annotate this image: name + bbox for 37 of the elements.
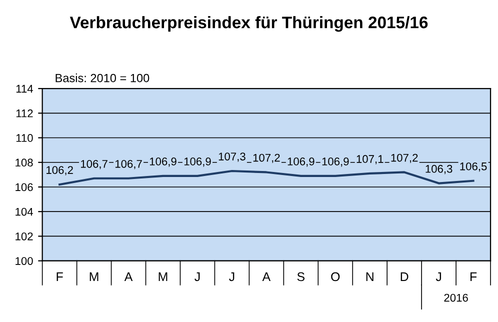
y-tick-label: 104 xyxy=(16,208,33,216)
text: 107,1 xyxy=(356,155,384,164)
chart-title: Verbraucherpreisindex für Thüringen 2015/16 xyxy=(70,16,428,32)
x-tick-label: J xyxy=(194,272,200,282)
text: 107,2 xyxy=(253,154,280,164)
y-tick-label: 102 xyxy=(16,232,33,240)
x-tick-label: M xyxy=(90,272,98,281)
text: Basis: 2010 = 100 xyxy=(56,74,150,82)
text: 2016 xyxy=(444,294,468,302)
x-tick-label: O xyxy=(331,272,340,282)
text: 106,7 xyxy=(115,160,142,170)
x-tick-label: A xyxy=(262,272,271,281)
text: 106,2 xyxy=(46,166,73,176)
text: 107,3 xyxy=(218,152,246,162)
x-tick-label: F xyxy=(470,272,477,281)
x-tick-label: M xyxy=(158,272,168,281)
y-tick-label: 112 xyxy=(16,109,33,118)
text: 106,7 xyxy=(80,160,108,170)
x-tick-label: J xyxy=(229,272,234,282)
text: 106,9 xyxy=(150,158,176,167)
y-tick-label: 110 xyxy=(16,134,33,142)
x-tick-label: A xyxy=(124,272,133,281)
x-tick-label: S xyxy=(297,272,304,282)
x-tick-label: F xyxy=(56,272,63,281)
text: 106,9 xyxy=(322,158,349,167)
x-tick-label: J xyxy=(436,272,442,282)
x-tick-label: N xyxy=(366,272,374,281)
text: 107,2 xyxy=(391,154,418,164)
text: 106,9 xyxy=(288,158,314,167)
y-tick-label: 100 xyxy=(16,257,33,265)
text: 106,3 xyxy=(426,164,452,174)
x-tick-label: D xyxy=(400,272,408,281)
y-tick-label: 108 xyxy=(16,158,33,167)
text: 106,9 xyxy=(184,158,211,167)
text: 106,5 xyxy=(460,162,487,172)
y-tick-label: 106 xyxy=(16,183,33,192)
y-tick-label: 114 xyxy=(16,84,33,93)
